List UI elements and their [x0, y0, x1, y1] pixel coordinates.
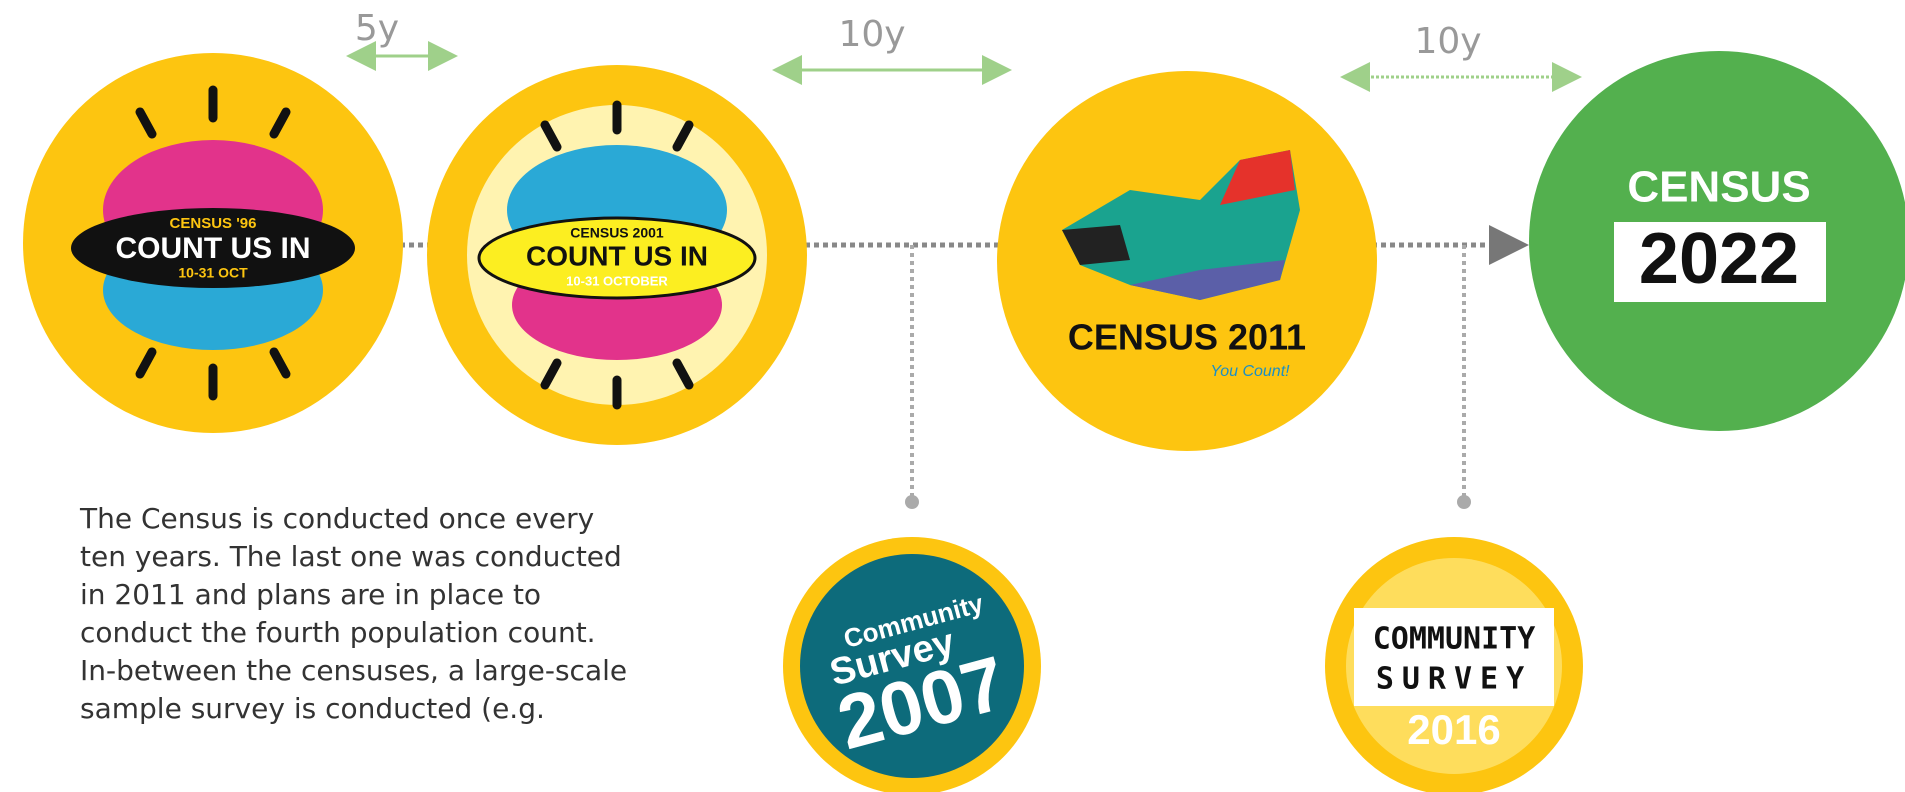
- description-line: In-between the censuses, a large-scale: [80, 654, 628, 687]
- description: The Census is conducted once every ten ye…: [80, 500, 627, 728]
- logo-text: COMMUNITY: [1373, 622, 1536, 657]
- census-2022-logo: CENSUS 2022: [1529, 51, 1905, 431]
- interval-label: 10y: [838, 14, 905, 55]
- census-2011-logo: CENSUS 2011 You Count!: [997, 71, 1377, 451]
- logo-text: 2022: [1639, 219, 1799, 299]
- logo-text: COUNT US IN: [526, 240, 708, 271]
- connector-dot: [905, 495, 919, 509]
- logo-text: 10-31 OCT: [178, 265, 248, 281]
- logo-text: CENSUS '96: [170, 215, 257, 232]
- description-line: sample survey is conducted (e.g.: [80, 692, 545, 725]
- logo-text: COUNT US IN: [116, 232, 311, 265]
- logo-text: CENSUS 2011: [1068, 317, 1306, 358]
- interval-label: 5y: [355, 8, 399, 49]
- description-line: ten years. The last one was conducted: [80, 540, 622, 573]
- interval-label: 10y: [1414, 21, 1481, 62]
- census-1996-logo: CENSUS '96 COUNT US IN 10-31 OCT: [23, 53, 403, 433]
- logo-text: 2016: [1407, 706, 1500, 753]
- logo-text: You Count!: [1210, 363, 1290, 380]
- community-survey-2016-logo: COMMUNITY SURVEY 2016: [1325, 537, 1583, 792]
- connector-dot: [1457, 495, 1471, 509]
- logo-text: CENSUS: [1627, 163, 1810, 212]
- census-2001-logo: CENSUS 2001 COUNT US IN 10-31 OCTOBER: [427, 65, 807, 445]
- logo-text: CENSUS 2001: [570, 225, 664, 241]
- description-line: conduct the fourth population count.: [80, 616, 596, 649]
- logo-text: SURVEY: [1376, 662, 1532, 697]
- description-line: The Census is conducted once every: [80, 502, 595, 535]
- logo-text: 10-31 OCTOBER: [566, 273, 668, 288]
- community-survey-2007-logo: Community Survey 2007: [783, 537, 1041, 792]
- description-line: in 2011 and plans are in place to: [80, 578, 542, 611]
